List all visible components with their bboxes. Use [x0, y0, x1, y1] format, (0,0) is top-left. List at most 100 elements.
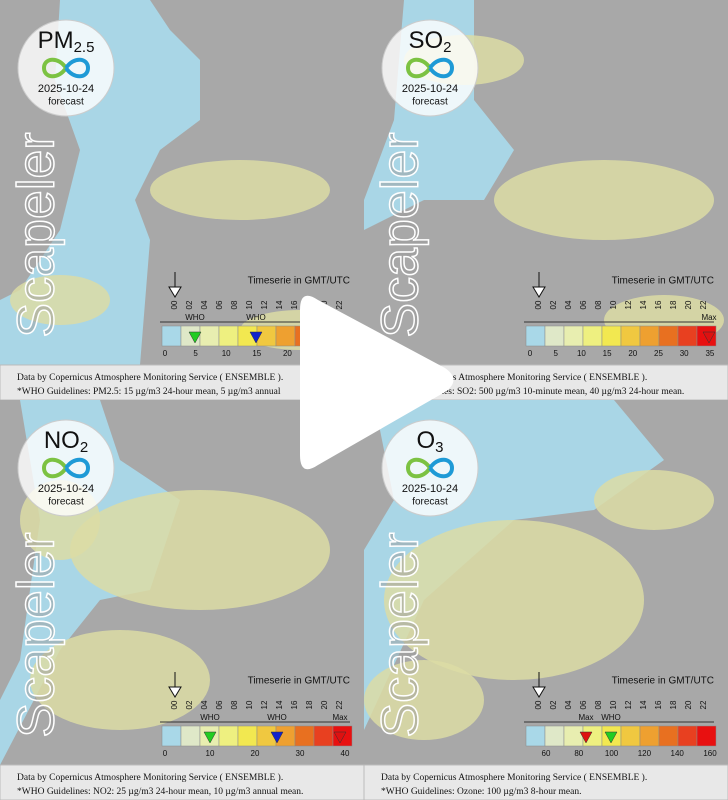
timeline-label: Timeserie in GMT/UTC: [248, 276, 350, 287]
scale-cell: [199, 325, 220, 347]
timeline-label: Timeserie in GMT/UTC: [612, 676, 714, 687]
hour-label: 12: [624, 700, 633, 709]
scale-cell: [601, 325, 622, 347]
hour-label: 04: [200, 700, 209, 709]
pollution-area: [384, 520, 644, 680]
timeline-label: Timeserie in GMT/UTC: [612, 276, 714, 287]
scale-cell: [237, 725, 258, 747]
marker-label: WHO: [246, 313, 266, 322]
date: 2025-10-24: [402, 83, 458, 95]
scale-cell: [544, 725, 565, 747]
hour-label: 20: [320, 700, 329, 709]
footer: [0, 764, 365, 800]
pollutant-title: SO2: [408, 27, 451, 56]
scale-label: 20: [251, 749, 260, 758]
subscript: 2.5: [74, 39, 95, 56]
scale-label: 120: [638, 749, 652, 758]
status: forecast: [48, 497, 84, 508]
scale-cell: [525, 325, 546, 347]
marker: [579, 731, 593, 744]
hour-label: 10: [245, 300, 254, 309]
scale-label: 5: [193, 349, 198, 358]
logo-right: [64, 457, 91, 479]
scale-label: 140: [671, 749, 685, 758]
pollution-area: [364, 660, 484, 740]
hour-label: 02: [185, 300, 194, 309]
footer-text: Data by Copernicus Atmosphere Monitoring…: [17, 372, 283, 383]
scale-label: 15: [603, 349, 612, 358]
scale-label: 5: [553, 349, 558, 358]
play-button[interactable]: [300, 295, 454, 470]
footer-text: *WHO Guidelines: SO2: 500 µg/m3 10-minut…: [381, 387, 684, 397]
hour-label: 00: [534, 700, 543, 709]
marker: [333, 731, 347, 744]
pollutant: O: [416, 427, 435, 454]
hour-label: 12: [260, 700, 269, 709]
pollutant-title: NO2: [44, 427, 88, 456]
footer-text: *WHO Guidelines: PM2.5: 15 µg/m3 24-hour…: [17, 387, 281, 397]
scale-label: 10: [222, 349, 231, 358]
hour-label: 06: [579, 700, 588, 709]
status: forecast: [48, 97, 84, 108]
hour-label: 22: [335, 300, 344, 309]
scale-label: 15: [252, 349, 261, 358]
hour-label: 18: [305, 700, 314, 709]
hour-label: 14: [639, 700, 648, 709]
scale-label: 0: [163, 349, 168, 358]
footer-text: Data by Copernicus Atmosphere Monitoring…: [381, 372, 647, 383]
scale-cell: [639, 325, 660, 347]
scale-cell: [275, 325, 296, 347]
hour-label: 16: [290, 700, 299, 709]
hour-label: 14: [275, 700, 284, 709]
hour-label: 12: [624, 300, 633, 309]
marker-label: Max: [701, 313, 716, 322]
scale-label: 10: [577, 349, 586, 358]
hour-label: 20: [684, 700, 693, 709]
timeline-label: Timeserie in GMT/UTC: [248, 676, 350, 687]
hour-label: 16: [290, 300, 299, 309]
hour-label: 16: [654, 700, 663, 709]
hour-label: 08: [594, 300, 603, 309]
hour-label: 10: [245, 700, 254, 709]
pollutant: PM: [38, 27, 74, 54]
scale-cell: [696, 725, 717, 747]
hour-label: 22: [699, 700, 708, 709]
scale-cell: [620, 725, 641, 747]
marker: [604, 731, 618, 744]
scale-cell: [161, 725, 182, 747]
hour-label: 08: [230, 700, 239, 709]
hour-label: 00: [170, 700, 179, 709]
map-panel: Scapeler NO2 2025-10-24 forecast Timeserie i…: [0, 400, 365, 800]
scale-label: 35: [705, 349, 714, 358]
scale-label: 20: [628, 349, 637, 358]
map-panel: Scapeler PM2.5 2025-10-24 forecast Timeserie…: [0, 0, 365, 401]
logo-left: [405, 57, 432, 79]
scale-cell: [677, 725, 698, 747]
footer-text: *WHO Guidelines: NO2: 25 µg/m3 24-hour m…: [17, 787, 303, 797]
scale-cell: [180, 725, 201, 747]
marker-label: WHO: [267, 713, 287, 722]
scale-cell: [218, 325, 239, 347]
scale-label: 160: [703, 749, 717, 758]
hour-label: 04: [564, 300, 573, 309]
scale-label: 30: [296, 749, 305, 758]
footer-text: *WHO Guidelines: Ozone: 100 µg/m3 8-hour…: [381, 787, 581, 797]
hour-label: 06: [215, 700, 224, 709]
hour-label: 08: [594, 700, 603, 709]
hour-label: 06: [579, 300, 588, 309]
now-arrow-head: [168, 286, 182, 298]
footer-text: Data by Copernicus Atmosphere Monitoring…: [17, 772, 283, 783]
hour-label: 16: [654, 300, 663, 309]
map-panel: Scapeler SO2 2025-10-24 forecast Timeserie i…: [363, 0, 728, 401]
hour-label: 18: [669, 300, 678, 309]
pollutant-title: O3: [416, 427, 443, 456]
hour-label: 02: [549, 700, 558, 709]
marker: [188, 331, 202, 344]
scale-label: 25: [654, 349, 663, 358]
scale-cell: [218, 725, 239, 747]
now-arrow-head: [168, 686, 182, 698]
hour-label: 18: [669, 700, 678, 709]
scale-cell: [161, 325, 182, 347]
status: forecast: [412, 97, 448, 108]
